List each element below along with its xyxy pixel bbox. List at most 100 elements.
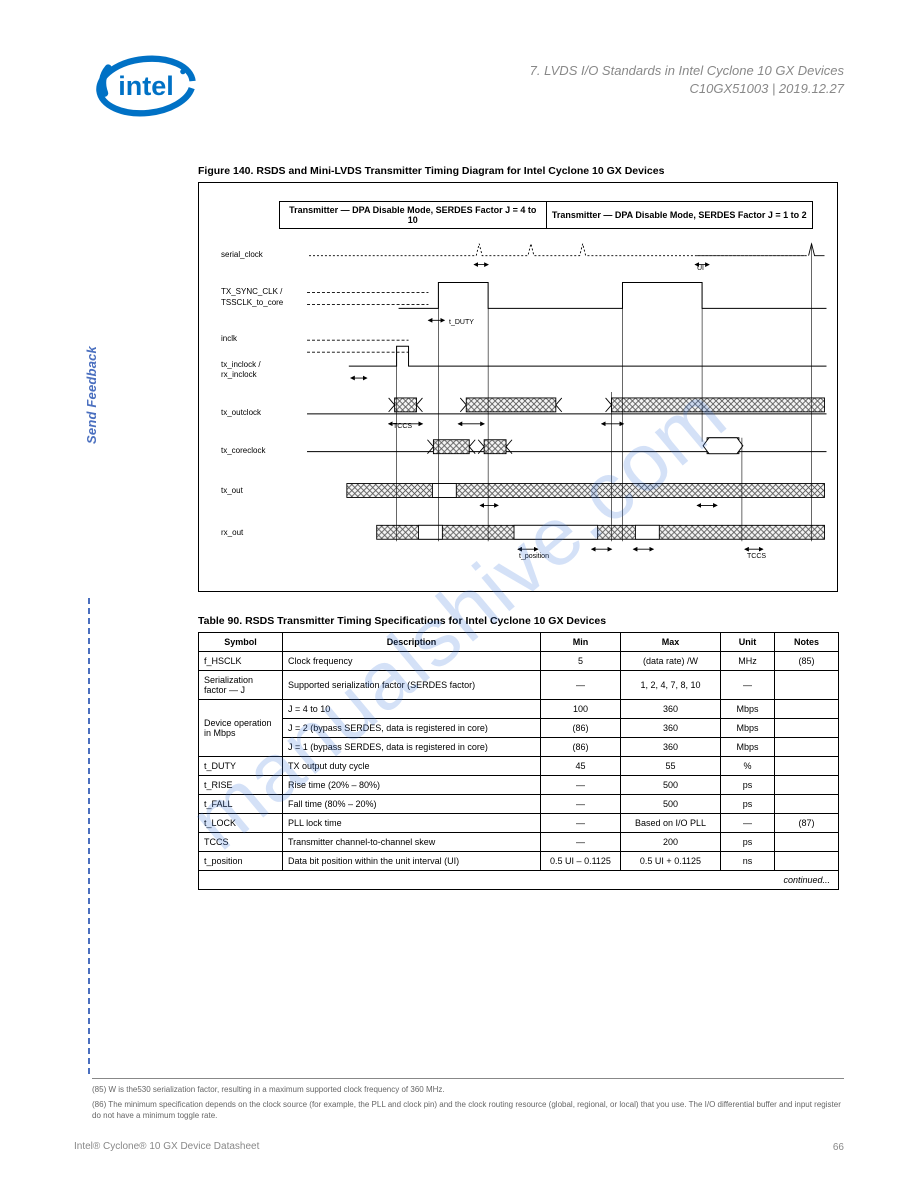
table-title: RSDS Transmitter Timing Specifications f… [245,615,606,627]
cell: — [721,814,775,833]
table-row: t_LOCK PLL lock time — Based on I/O PLL … [199,814,839,833]
col-description: Description [283,633,541,652]
cell: TCCS [199,833,283,852]
sig-label: TX_SYNC_CLK / [221,288,282,296]
table-row: f_HSCLK Clock frequency 5 (data rate) /W… [199,652,839,671]
timing-label: TCCS [747,553,766,560]
cell: Serialization factor — J [199,671,283,700]
cell: (85) [775,652,839,671]
sig-label: serial_clock [221,251,263,259]
col-max: Max [621,633,721,652]
cell: Data bit position within the unit interv… [283,852,541,871]
table-row: J = 2 (bypass SERDES, data is registered… [199,719,839,738]
timing-label: t_position [519,553,549,560]
sig-label: tx_inclock / [221,361,261,369]
cell: 360 [621,719,721,738]
cell: 0.5 UI – 0.1125 [541,852,621,871]
cell: Device operation in Mbps [199,700,283,757]
sig-label: TSSCLK_to_core [221,299,283,307]
cell: 100 [541,700,621,719]
figure-title: RSDS and Mini-LVDS Transmitter Timing Di… [256,165,664,177]
cell: Supported serialization factor (SERDES f… [283,671,541,700]
spec-table: Symbol Description Min Max Unit Notes f_… [198,632,839,890]
cell: f_HSCLK [199,652,283,671]
cell [775,700,839,719]
cell: Transmitter channel-to-channel skew [283,833,541,852]
cell: — [541,671,621,700]
table-body: f_HSCLK Clock frequency 5 (data rate) /W… [199,652,839,890]
cell: (87) [775,814,839,833]
intel-logo: intel [92,48,200,124]
cell: — [541,795,621,814]
send-feedback-label: Send Feedback [84,346,99,444]
cell [775,833,839,852]
cell: (86) [541,738,621,757]
figure-number: Figure 140. [198,165,253,177]
cell: t_DUTY [199,757,283,776]
cell [775,757,839,776]
cell [775,852,839,871]
cell: 500 [621,795,721,814]
sig-label: tx_out [221,487,243,495]
table-row: t_DUTY TX output duty cycle 45 55 % [199,757,839,776]
cell: ps [721,776,775,795]
cell [775,671,839,700]
cell: 360 [621,700,721,719]
cell: 5 [541,652,621,671]
sig-label: inclk [221,335,237,343]
footer-page-number: 66 [833,1141,844,1154]
sig-label: rx_out [221,529,243,537]
table-row: t_position Data bit position within the … [199,852,839,871]
footer-doc-title: Intel® Cyclone® 10 GX Device Datasheet [74,1141,259,1154]
cell [775,776,839,795]
figure-caption: Figure 140. RSDS and Mini-LVDS Transmitt… [198,165,664,177]
col-min: Min [541,633,621,652]
timing-label: TCCS [393,423,412,430]
page-footer: Intel® Cyclone® 10 GX Device Datasheet 6… [74,1141,844,1154]
col-symbol: Symbol [199,633,283,652]
table-row: Device operation in Mbps J = 4 to 10 100… [199,700,839,719]
cell: 45 [541,757,621,776]
table-row: TCCS Transmitter channel-to-channel skew… [199,833,839,852]
sig-label: tx_outclock [221,409,261,417]
cell: TX output duty cycle [283,757,541,776]
cell: (86) [541,719,621,738]
footnote: (86) The minimum specification depends o… [92,1100,844,1122]
table-row: t_RISE Rise time (20% – 80%) — 500 ps [199,776,839,795]
cell: Clock frequency [283,652,541,671]
cell: Fall time (80% – 20%) [283,795,541,814]
timing-label: UI [697,265,704,272]
cell: 500 [621,776,721,795]
table-row: Serialization factor — J Supported seria… [199,671,839,700]
timing-label: t_DUTY [449,319,474,326]
cell: J = 1 (bypass SERDES, data is registered… [283,738,541,757]
cell [775,719,839,738]
cell: Rise time (20% – 80%) [283,776,541,795]
table-continued-row: continued... [199,871,839,890]
sig-label: rx_inclock [221,371,257,379]
cell: Mbps [721,700,775,719]
cell: t_FALL [199,795,283,814]
cell: 0.5 UI + 0.1125 [621,852,721,871]
cell: J = 2 (bypass SERDES, data is registered… [283,719,541,738]
table-row: t_FALL Fall time (80% – 20%) — 500 ps [199,795,839,814]
cell [775,795,839,814]
cell [775,738,839,757]
continued-cell: continued... [199,871,839,890]
cell: % [721,757,775,776]
col-notes: Notes [775,633,839,652]
sig-label: tx_coreclock [221,447,265,455]
svg-text:intel: intel [118,71,174,101]
table-caption: Table 90. RSDS Transmitter Timing Specif… [198,615,606,627]
cell: — [541,814,621,833]
col-unit: Unit [721,633,775,652]
send-feedback-link[interactable]: Send Feedback [84,170,99,620]
cell: — [541,833,621,852]
table-header-row: Symbol Description Min Max Unit Notes [199,633,839,652]
cell: Mbps [721,738,775,757]
cell: J = 4 to 10 [283,700,541,719]
timing-diagram: Transmitter — DPA Disable Mode, SERDES F… [198,182,838,592]
cell: t_RISE [199,776,283,795]
cell: 1, 2, 4, 7, 8, 10 [621,671,721,700]
table-number: Table 90. [198,615,242,627]
